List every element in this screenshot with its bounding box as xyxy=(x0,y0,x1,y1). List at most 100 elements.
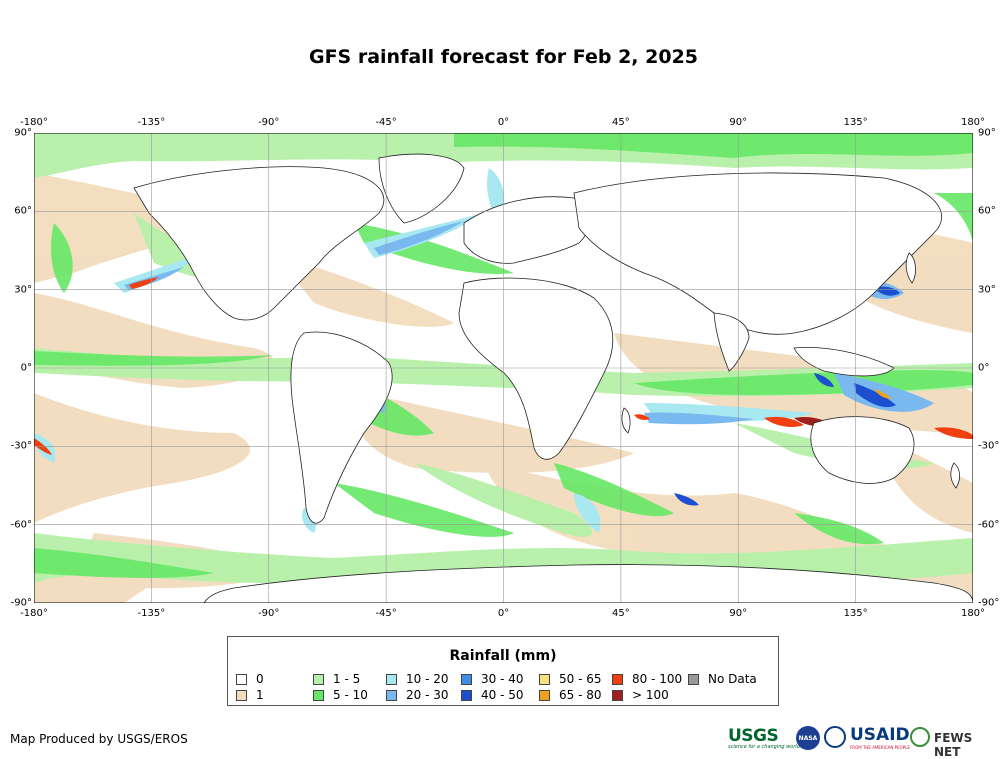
usaid-seal-icon xyxy=(824,726,846,748)
greenland-shape xyxy=(378,153,465,224)
lat-tick-left: -90° xyxy=(10,597,32,609)
legend-item: 65 - 80 xyxy=(539,688,602,702)
legend-label: 10 - 20 xyxy=(406,672,449,686)
lat-tick-right: -60° xyxy=(978,519,1000,531)
legend-item: 10 - 20 xyxy=(386,672,449,686)
lon-tick-top: 90° xyxy=(729,117,748,128)
legend-title: Rainfall (mm) xyxy=(449,648,557,664)
legend-item: 40 - 50 xyxy=(461,688,524,702)
lat-tick-left: 60° xyxy=(14,205,32,217)
legend-swatch xyxy=(313,689,324,701)
lat-tick-right: -30° xyxy=(978,440,1000,452)
lon-tick-bottom: 135° xyxy=(843,608,868,619)
legend-item: 5 - 10 xyxy=(313,688,368,702)
lat-tick-right: 0° xyxy=(978,362,990,374)
lon-tick-bottom: 45° xyxy=(612,608,630,619)
lon-tick-top: 180° xyxy=(960,117,986,128)
legend-swatch xyxy=(386,673,397,685)
legend-swatch xyxy=(461,689,472,701)
graticule xyxy=(34,133,973,603)
lon-tick-top: 45° xyxy=(612,117,630,128)
legend-label: 0 xyxy=(256,672,264,686)
rainfall-map xyxy=(34,133,973,603)
usgs-tagline: science for a changing world xyxy=(728,744,800,750)
legend-swatch xyxy=(688,673,699,685)
legend-swatch xyxy=(539,673,550,685)
legend-label: No Data xyxy=(708,672,757,686)
north-america-shape xyxy=(133,166,385,321)
lat-tick-left: 90° xyxy=(14,127,32,139)
legend-item: No Data xyxy=(688,672,757,686)
fews-globe-icon xyxy=(910,727,930,747)
antarctica-shape xyxy=(203,564,973,603)
legend-swatch xyxy=(612,673,623,685)
legend-swatch xyxy=(612,689,623,701)
legend-item: 50 - 65 xyxy=(539,672,602,686)
fews-net-logo: FEWS NET xyxy=(934,731,973,759)
lon-tick-top: -45° xyxy=(375,117,397,128)
lon-tick-bottom: 90° xyxy=(729,608,748,619)
legend-item: 30 - 40 xyxy=(461,672,524,686)
legend-item: 1 xyxy=(236,688,264,702)
legend-swatch xyxy=(236,673,247,685)
legend-label: 65 - 80 xyxy=(559,688,602,702)
nasa-logo: NASA xyxy=(796,726,820,750)
legend-swatch xyxy=(539,689,550,701)
legend-item: 20 - 30 xyxy=(386,688,449,702)
legend-label: 80 - 100 xyxy=(632,672,683,686)
lon-tick-bottom: -45° xyxy=(375,608,397,619)
legend-label: 1 xyxy=(256,688,264,702)
legend-label: > 100 xyxy=(632,688,669,702)
lon-tick-top: -135° xyxy=(137,117,166,128)
lat-tick-left: 0° xyxy=(20,362,32,374)
europe-shape xyxy=(463,196,591,264)
maritime-asia-shape xyxy=(793,347,895,377)
lon-tick-bottom: -90° xyxy=(258,608,280,619)
south-america-shape xyxy=(290,331,393,524)
lon-tick-top: -180° xyxy=(20,117,48,128)
continent-outlines xyxy=(133,153,973,603)
legend-item: 1 - 5 xyxy=(313,672,360,686)
legend-label: 1 - 5 xyxy=(333,672,361,686)
logo-strip: USGS science for a changing world NASA U… xyxy=(728,724,1000,759)
lon-tick-bottom: -180° xyxy=(20,608,48,619)
lat-tick-left: -30° xyxy=(10,440,32,452)
new-zealand-shape xyxy=(950,462,960,489)
usaid-tagline: FROM THE AMERICAN PEOPLE xyxy=(850,745,910,750)
legend-item: > 100 xyxy=(612,688,669,702)
lon-tick-bottom: 180° xyxy=(960,608,986,619)
legend-swatch xyxy=(386,689,397,701)
australia-shape xyxy=(810,416,915,484)
legend-label: 30 - 40 xyxy=(481,672,524,686)
lat-tick-left: -60° xyxy=(10,519,32,531)
lat-tick-right: -90° xyxy=(978,597,1000,609)
lon-tick-top: 0° xyxy=(497,117,510,128)
lat-tick-left: 30° xyxy=(14,284,32,296)
legend: Rainfall (mm) 0 1 1 - 5 5 - 10 10 - 20 20 - 3… xyxy=(227,636,779,706)
lat-tick-right: 30° xyxy=(978,284,996,296)
legend-swatch xyxy=(313,673,324,685)
credit-text: Map Produced by USGS/EROS xyxy=(10,732,188,746)
lon-tick-top: 135° xyxy=(843,117,868,128)
japan-shape xyxy=(905,252,916,284)
legend-label: 40 - 50 xyxy=(481,688,524,702)
map-title: GFS rainfall forecast for Feb 2, 2025 xyxy=(308,46,699,68)
africa-shape xyxy=(458,277,614,460)
usgs-logo: USGS xyxy=(728,726,779,746)
legend-label: 20 - 30 xyxy=(406,688,449,702)
lon-tick-bottom: 0° xyxy=(497,608,510,619)
usaid-logo: USAID xyxy=(850,725,910,745)
legend-item: 0 xyxy=(236,672,264,686)
lon-tick-top: -90° xyxy=(258,117,280,128)
legend-label: 50 - 65 xyxy=(559,672,602,686)
legend-swatch xyxy=(236,689,247,701)
map-panel: -180° -180° -135° -135° -90° -90° -45° -45° 0° 0°… xyxy=(0,110,1007,630)
lat-tick-right: 90° xyxy=(978,127,996,139)
madagascar-shape xyxy=(621,407,631,434)
legend-label: 5 - 10 xyxy=(333,688,368,702)
asia-shape xyxy=(573,172,943,335)
legend-swatch xyxy=(461,673,472,685)
legend-item: 80 - 100 xyxy=(612,672,682,686)
india-shape xyxy=(713,312,750,372)
lon-tick-bottom: -135° xyxy=(137,608,166,619)
